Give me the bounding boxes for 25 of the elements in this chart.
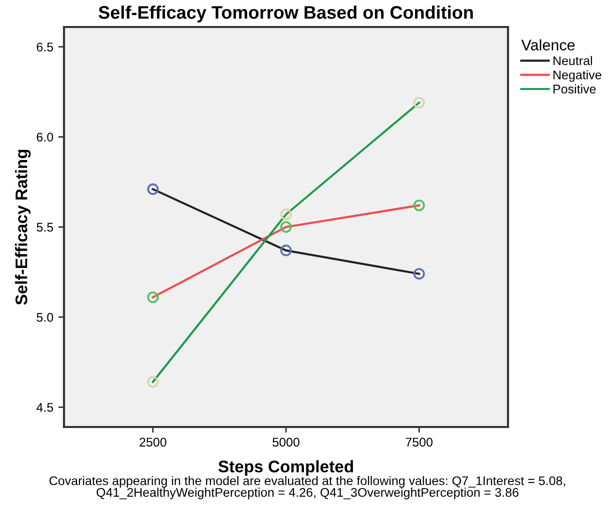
x-tick-label: 7500 (406, 438, 433, 447)
legend-label: Positive (554, 84, 596, 94)
point (413, 268, 425, 280)
y-tick-label: 5.5 (36, 222, 54, 232)
legend-label: Negative (554, 70, 602, 82)
point (280, 244, 292, 256)
legend-title: Valence (521, 39, 575, 50)
point (280, 208, 292, 220)
x-tick-label: 2500 (140, 438, 166, 447)
y-tick-label: 4.5 (36, 403, 54, 412)
legend-label: Neutral (554, 56, 592, 66)
point (413, 96, 425, 108)
point (280, 221, 292, 233)
point (147, 376, 159, 388)
point (413, 200, 425, 212)
point (147, 292, 159, 304)
y-tick-label: 6.5 (36, 42, 54, 52)
y-tick-label: 5.0 (36, 312, 54, 322)
x-axis-title: Steps Completed (218, 460, 353, 476)
y-tick-label: 6.0 (36, 132, 54, 142)
chart-title: Self-Efficacy Tomorrow Based on Condition (98, 6, 473, 22)
x-tick-label: 5000 (272, 438, 300, 447)
point (147, 183, 159, 195)
y-axis-title: Self-Efficacy Rating (15, 150, 31, 305)
text: Covariates appearing in the model are evaluated at the following values: Q7_1Interest = 5.08, Q41_2HealthyWeightPerception = 4.26, Q41_3OverweightPerception = 3.86 (49, 476, 566, 500)
